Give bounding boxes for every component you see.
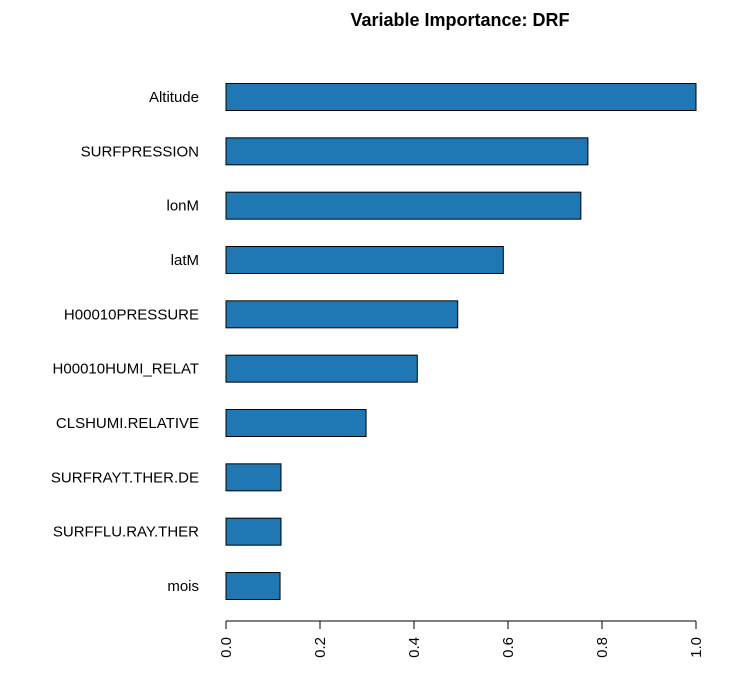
bar-altitude — [225, 83, 697, 111]
category-label: Altitude — [149, 89, 199, 106]
chart-title: Variable Importance: DRF — [350, 10, 569, 30]
x-tick-label: 1.0 — [688, 637, 705, 658]
category-labels: Altitude SURFPRESSION lonM latM H00010PRESSU… — [51, 89, 199, 595]
category-label: mois — [167, 578, 199, 595]
x-tick-label: 0.8 — [594, 637, 611, 658]
category-label: H00010PRESSURE — [64, 306, 199, 323]
category-label: lonM — [166, 198, 199, 215]
bar-h00010humi-relat — [225, 354, 418, 383]
category-label: SURFRAYT.THER.DE — [51, 469, 199, 486]
bar-clshumi-relative — [225, 409, 367, 437]
bars-group — [225, 83, 697, 600]
bar-mois — [225, 572, 281, 600]
category-label: H00010HUMI_RELAT — [53, 361, 199, 378]
bar-lonm — [225, 191, 582, 220]
x-tick-label: 0.6 — [500, 637, 517, 658]
category-label: SURFPRESSION — [81, 143, 199, 160]
category-label: CLSHUMI.RELATIVE — [56, 415, 199, 432]
x-tick-label: 0.0 — [218, 637, 235, 658]
x-axis: 0.0 0.2 0.4 0.6 0.8 1.0 — [218, 620, 705, 658]
bar-surfpression — [225, 137, 589, 166]
bar-h00010pressure — [225, 300, 459, 329]
category-label: SURFFLU.RAY.THER — [53, 524, 199, 541]
bar-surfrayt-ther-de — [225, 463, 282, 492]
x-tick-label: 0.4 — [406, 637, 423, 658]
bar-surfflu-ray-ther — [225, 517, 282, 546]
x-tick-label: 0.2 — [312, 637, 329, 658]
category-label: latM — [171, 252, 199, 269]
bar-latm — [225, 246, 504, 274]
